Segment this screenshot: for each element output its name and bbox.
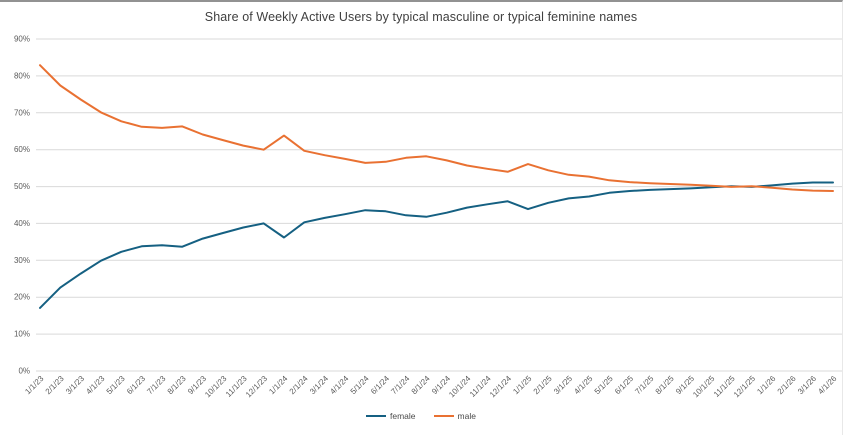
female-line-swatch (366, 415, 387, 417)
svg-text:40%: 40% (14, 219, 30, 228)
svg-text:4/1/25: 4/1/25 (572, 374, 594, 396)
legend: female male (0, 411, 842, 421)
svg-text:8/1/24: 8/1/24 (410, 374, 432, 396)
line-female (39, 181, 834, 309)
svg-text:60%: 60% (14, 145, 30, 154)
y-axis-labels: 0% 10% 20% 30% 40% 50% 60% 70% 80% 90% (14, 35, 30, 376)
svg-text:12/1/24: 12/1/24 (488, 374, 514, 400)
legend-label-female: female (390, 411, 416, 421)
gridlines (36, 38, 842, 372)
svg-text:10/1/23: 10/1/23 (203, 374, 229, 400)
svg-text:10%: 10% (14, 330, 30, 339)
svg-text:10/1/25: 10/1/25 (691, 374, 717, 400)
svg-text:4/1/24: 4/1/24 (328, 374, 350, 396)
line-male (39, 64, 834, 192)
svg-text:4/1/26: 4/1/26 (816, 374, 838, 396)
svg-text:30%: 30% (14, 256, 30, 265)
legend-item-female: female (366, 411, 416, 421)
svg-text:6/1/23: 6/1/23 (125, 374, 147, 396)
svg-text:4/1/23: 4/1/23 (84, 374, 106, 396)
svg-text:90%: 90% (14, 35, 30, 44)
svg-text:7/1/23: 7/1/23 (145, 374, 167, 396)
svg-text:7/1/24: 7/1/24 (389, 374, 411, 396)
legend-label-male: male (457, 411, 476, 421)
svg-text:2/1/26: 2/1/26 (776, 374, 798, 396)
svg-text:3/1/24: 3/1/24 (308, 374, 330, 396)
svg-text:2/1/24: 2/1/24 (288, 374, 310, 396)
svg-text:5/1/24: 5/1/24 (349, 374, 371, 396)
svg-text:12/1/23: 12/1/23 (244, 374, 270, 400)
svg-text:1/1/24: 1/1/24 (267, 374, 289, 396)
x-axis-labels: 1/1/232/1/233/1/234/1/235/1/236/1/237/1/… (23, 374, 838, 400)
svg-text:2/1/25: 2/1/25 (532, 374, 554, 396)
svg-text:3/1/25: 3/1/25 (552, 374, 574, 396)
svg-text:1/1/25: 1/1/25 (511, 374, 533, 396)
male-line-swatch (433, 415, 454, 417)
svg-text:3/1/23: 3/1/23 (64, 374, 86, 396)
svg-text:12/1/25: 12/1/25 (732, 374, 758, 400)
svg-text:6/1/25: 6/1/25 (613, 374, 635, 396)
svg-text:2/1/23: 2/1/23 (44, 374, 66, 396)
svg-text:10/1/24: 10/1/24 (447, 374, 473, 400)
svg-text:7/1/25: 7/1/25 (633, 374, 655, 396)
svg-text:5/1/25: 5/1/25 (593, 374, 615, 396)
svg-text:3/1/26: 3/1/26 (796, 374, 818, 396)
svg-text:1/1/26: 1/1/26 (755, 374, 777, 396)
svg-text:0%: 0% (18, 367, 30, 376)
svg-text:50%: 50% (14, 182, 30, 191)
svg-text:1/1/23: 1/1/23 (23, 374, 45, 396)
svg-text:5/1/23: 5/1/23 (105, 374, 127, 396)
svg-text:8/1/25: 8/1/25 (654, 374, 676, 396)
svg-text:70%: 70% (14, 108, 30, 117)
svg-text:8/1/23: 8/1/23 (166, 374, 188, 396)
chart-title: Share of Weekly Active Users by typical … (204, 10, 638, 24)
svg-text:6/1/24: 6/1/24 (369, 374, 391, 396)
svg-text:20%: 20% (14, 293, 30, 302)
svg-text:80%: 80% (14, 71, 30, 80)
legend-item-male: male (433, 411, 476, 421)
